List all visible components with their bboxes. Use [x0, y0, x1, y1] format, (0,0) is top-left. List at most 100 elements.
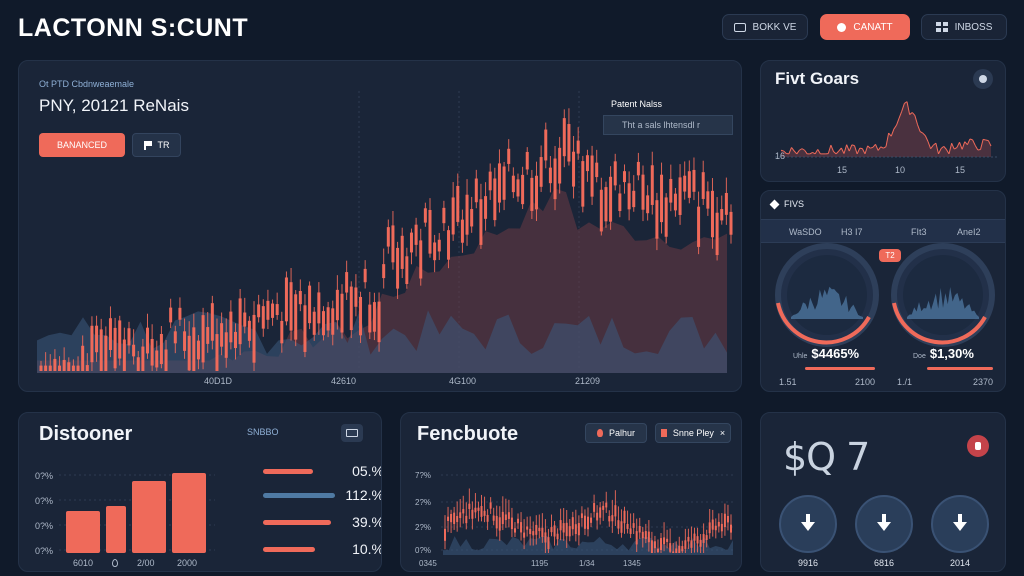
fen-candle [626, 523, 629, 529]
summary-panel: $Q 7 9916 6816 2014 [760, 412, 1006, 572]
tr-line-segment [964, 141, 968, 146]
main-candle [335, 289, 339, 321]
monitor-icon-button[interactable] [341, 424, 363, 442]
tr-line-segment [914, 115, 918, 125]
fen-candle [492, 515, 495, 521]
main-candle [664, 197, 668, 237]
main-candle [447, 230, 451, 260]
gauge-right-value: $1,30% [929, 346, 974, 361]
tr-line-segment [932, 142, 937, 146]
tr-line-segment [788, 147, 792, 155]
main-candle [470, 209, 474, 227]
gauge-left-value: $4465% [811, 346, 860, 361]
fen-candle [495, 515, 498, 529]
fen-candle [720, 523, 723, 532]
gauge-left-max: 2100 [855, 377, 876, 387]
fen-candle [635, 531, 638, 545]
main-candle [701, 172, 705, 199]
main-x-label-3: 21209 [575, 376, 601, 386]
main-candle [377, 301, 381, 343]
snne-pley-button[interactable]: Snne Pley × [655, 423, 731, 443]
header-button-2[interactable]: CANATT [820, 14, 910, 40]
tr-line-segment [809, 151, 813, 155]
tr-line-segment [854, 145, 858, 155]
fivt-goars-title: Fivt Goars [775, 69, 860, 88]
main-candle [636, 161, 640, 176]
main-candle [419, 240, 423, 279]
fen-candle [699, 539, 702, 547]
tr-x-label-3: 15 [955, 165, 966, 175]
download-button-2[interactable] [931, 495, 989, 553]
fen-candle [529, 528, 532, 535]
monitor-icon [346, 429, 358, 437]
tr-line-segment [838, 147, 842, 152]
tr-line-segment [830, 144, 834, 152]
stat-bar-3 [263, 547, 315, 552]
main-candle [660, 174, 664, 223]
gauge-inner-area [907, 287, 979, 319]
main-candle [99, 329, 103, 371]
fen-candle [577, 523, 580, 536]
main-candle [493, 178, 497, 221]
header-button-3[interactable]: INBOSS [921, 14, 1007, 40]
header-button-1[interactable]: BOKK VE [722, 14, 808, 40]
main-candle [132, 344, 136, 357]
tr-line-segment [888, 132, 892, 137]
fen-candle [571, 517, 574, 530]
main-candle [433, 242, 437, 261]
fen-y-3: 0?% [415, 546, 432, 555]
main-candle [673, 193, 677, 211]
main-candle [118, 320, 122, 359]
distribution-panel: Distooner SNBBO 0?% 0?% 0?% 0?% 6010 2/0… [18, 412, 382, 572]
main-candle [488, 171, 492, 191]
gauge-col-0: WaSDO [789, 227, 822, 237]
download-button-0[interactable] [779, 495, 837, 553]
palhur-button[interactable]: Palhur [585, 423, 647, 443]
tr-line-segment [951, 143, 955, 150]
info-icon-button[interactable] [967, 435, 989, 457]
fivt-goars-chart [775, 101, 997, 158]
fen-candle [562, 523, 565, 533]
flag-button-label: TR [157, 140, 170, 150]
flag-button[interactable]: TR [132, 133, 181, 157]
fen-candle [462, 509, 465, 514]
user-icon-button[interactable] [973, 69, 993, 89]
main-candle [368, 304, 372, 333]
download-icon [801, 513, 815, 531]
gauge-right-bar [927, 367, 993, 370]
main-candle [687, 171, 691, 198]
fen-candle [568, 526, 571, 537]
close-icon: × [719, 428, 726, 438]
download-button-1[interactable] [855, 495, 913, 553]
fen-candle [617, 520, 620, 529]
main-candle [724, 192, 728, 215]
main-candle [58, 365, 62, 371]
tr-line-segment [783, 150, 787, 154]
stat-bar-0 [263, 469, 313, 474]
tr-line-segment [935, 142, 939, 155]
tr-line-segment [799, 148, 803, 151]
main-candle [159, 333, 163, 365]
main-candle [414, 224, 418, 245]
fen-candle [547, 537, 550, 550]
fen-candle [544, 532, 547, 543]
fen-candle [681, 546, 684, 552]
balanced-button[interactable]: BANANCED [39, 133, 125, 157]
dist-x-0: 6010 [73, 558, 94, 568]
main-candle [386, 227, 390, 247]
main-candle [187, 335, 191, 371]
fen-candle [608, 516, 611, 522]
fen-candle [690, 540, 693, 548]
fen-candle [480, 505, 483, 517]
fen-candle [587, 516, 589, 530]
main-candle [196, 340, 200, 360]
tr-line-segment [893, 124, 897, 130]
fen-candle [559, 520, 562, 531]
gauge-left-min: 1.51 [779, 377, 797, 387]
main-candle [484, 196, 488, 219]
main-candle [178, 307, 182, 320]
fen-candle [574, 524, 577, 534]
main-x-label-2: 4G100 [449, 376, 477, 386]
main-candle [525, 151, 529, 170]
fen-candle [678, 545, 681, 553]
